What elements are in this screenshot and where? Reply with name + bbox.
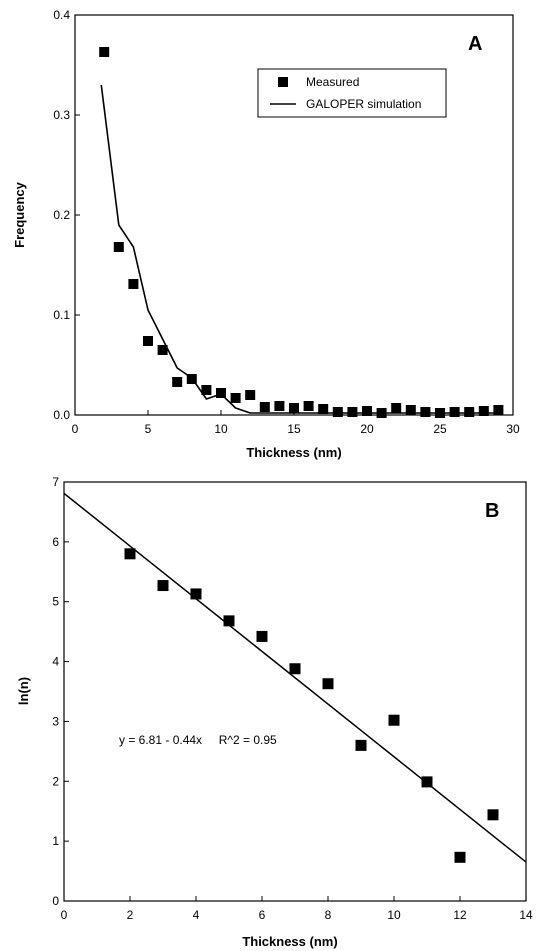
legend-simulation-label: GALOPER simulation xyxy=(306,97,421,111)
y-tick-label: 0.0 xyxy=(53,408,70,422)
data-point xyxy=(289,663,301,675)
chart-a: 0 5 10 15 20 25 30 0.0 0.1 0.2 0.3 0.4 A Measured G… xyxy=(12,8,520,460)
chart-a-legend: Measured GALOPER simulation xyxy=(257,68,447,118)
data-point xyxy=(464,407,475,417)
data-point xyxy=(355,739,367,751)
data-point xyxy=(362,406,372,416)
fit-line xyxy=(63,492,527,863)
chart-b-measured-points xyxy=(124,548,499,863)
data-point xyxy=(388,714,400,726)
data-point xyxy=(449,407,460,417)
chart-a-x-axis-label: Thickness (nm) xyxy=(246,445,341,460)
y-tick-label: 3 xyxy=(52,714,59,728)
x-tick-label: 0 xyxy=(72,422,79,436)
legend-box xyxy=(257,68,447,118)
x-tick-label: 15 xyxy=(287,422,301,436)
data-point xyxy=(322,678,334,690)
y-tick-label: 0.4 xyxy=(53,8,70,22)
chart-b-regression-annotation: y = 6.81 - 0.44x R^2 = 0.95 xyxy=(119,733,277,747)
x-tick-label: 2 xyxy=(127,908,134,922)
y-tick-label: 0.2 xyxy=(53,208,70,222)
data-point xyxy=(454,851,466,863)
data-point xyxy=(332,407,343,417)
data-point xyxy=(113,242,124,252)
x-tick-label: 10 xyxy=(387,908,401,922)
x-tick-label: 25 xyxy=(433,422,447,436)
data-point xyxy=(143,336,153,346)
data-point xyxy=(478,406,489,416)
data-point xyxy=(303,401,314,411)
x-tick-label: 4 xyxy=(193,908,200,922)
data-point xyxy=(256,630,268,642)
data-point xyxy=(376,408,387,418)
chart-b-x-axis-label: Thickness (nm) xyxy=(242,934,337,949)
chart-b-panel-label: B xyxy=(485,500,499,522)
chart-a-measured-points xyxy=(99,47,504,418)
data-point xyxy=(421,776,433,788)
x-tick-label: 14 xyxy=(519,908,533,922)
data-point xyxy=(128,279,139,289)
data-point xyxy=(405,405,416,415)
data-point xyxy=(201,385,212,395)
y-tick-label: 5 xyxy=(52,595,59,609)
data-point xyxy=(186,374,197,384)
y-tick-label: 0.3 xyxy=(53,108,70,122)
data-point xyxy=(259,402,270,412)
data-point xyxy=(223,615,235,627)
x-tick-label: 5 xyxy=(145,422,152,436)
chart-b-y-axis-label: ln(n) xyxy=(16,677,31,705)
data-point xyxy=(172,377,183,387)
y-tick-label: 7 xyxy=(52,475,59,489)
data-point xyxy=(99,47,110,57)
legend-measured-marker xyxy=(278,77,288,87)
x-tick-label: 0 xyxy=(61,908,68,922)
data-point xyxy=(274,401,285,411)
chart-b-ticks xyxy=(63,481,527,902)
data-point xyxy=(435,408,445,418)
chart-a-panel-label: A xyxy=(468,33,482,55)
data-point xyxy=(157,580,169,592)
chart-a-y-axis-label: Frequency xyxy=(12,181,27,248)
data-point xyxy=(216,388,226,398)
data-point xyxy=(493,405,504,415)
y-tick-label: 2 xyxy=(52,774,59,788)
y-tick-label: 4 xyxy=(52,655,59,669)
y-tick-label: 1 xyxy=(52,834,59,848)
chart-b-plot-frame xyxy=(63,481,527,902)
x-tick-label: 12 xyxy=(453,908,467,922)
simulation-line xyxy=(100,84,499,414)
data-point xyxy=(157,345,168,355)
data-point xyxy=(190,588,202,600)
x-tick-label: 20 xyxy=(360,422,374,436)
legend-measured-label: Measured xyxy=(306,75,359,89)
data-point xyxy=(318,404,329,414)
data-point xyxy=(487,809,499,821)
data-point xyxy=(230,393,241,403)
x-tick-label: 30 xyxy=(506,422,520,436)
chart-b-fit-line-group xyxy=(63,492,527,863)
chart-a-simulation-line-group xyxy=(100,84,499,414)
x-tick-label: 6 xyxy=(259,908,266,922)
x-tick-label: 10 xyxy=(214,422,228,436)
chart-a-tick-labels: 0 5 10 15 20 25 30 0.0 0.1 0.2 0.3 0.4 xyxy=(53,8,520,436)
x-tick-label: 8 xyxy=(325,908,332,922)
data-point xyxy=(347,407,358,417)
data-point xyxy=(420,407,431,417)
y-tick-label: 0.1 xyxy=(53,308,70,322)
y-tick-label: 0 xyxy=(52,894,59,908)
data-point xyxy=(289,403,299,413)
data-point xyxy=(391,403,402,413)
y-tick-label: 6 xyxy=(52,535,59,549)
data-point xyxy=(245,390,256,400)
data-point xyxy=(124,548,136,560)
